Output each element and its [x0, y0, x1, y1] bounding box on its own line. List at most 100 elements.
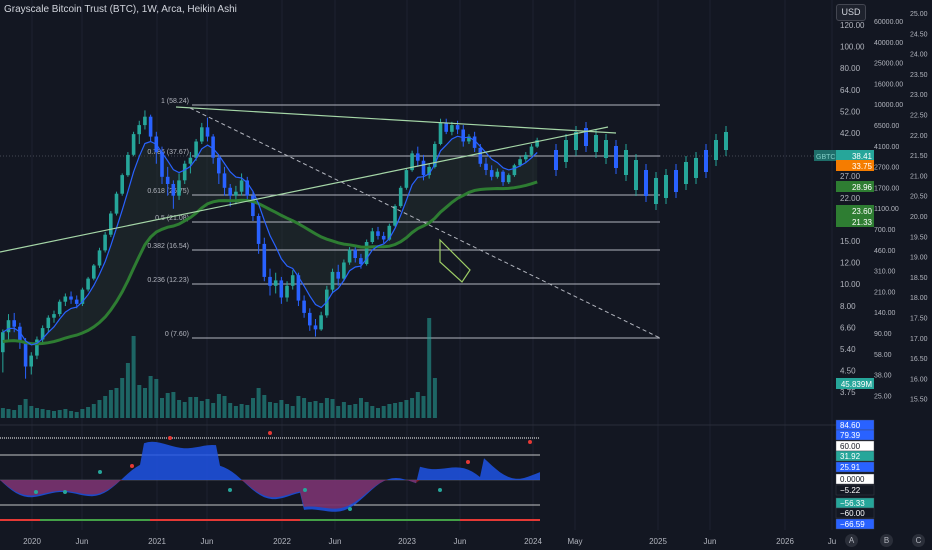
- candle-body: [370, 231, 375, 242]
- price-tick-secondary: 25000.00: [874, 61, 903, 68]
- candle-body: [63, 296, 68, 302]
- candle-body: [634, 160, 638, 190]
- osc-scale-tag: [835, 507, 875, 519]
- time-axis-label: 2021: [148, 537, 166, 546]
- volume-bar: [387, 404, 392, 418]
- price-tag: [836, 181, 874, 192]
- currency-button[interactable]: USD: [836, 4, 866, 21]
- osc-scale-value: −66.59: [840, 520, 865, 529]
- corner-button-a[interactable]: A: [845, 534, 858, 547]
- trendline-drawings[interactable]: [0, 106, 661, 339]
- candle-body: [714, 140, 718, 160]
- volume-bar: [307, 402, 312, 418]
- volume-bar: [69, 411, 74, 418]
- price-scale[interactable]: 120.00100.0080.0064.0052.0042.0034.0027.…: [814, 0, 932, 530]
- price-tick: 120.00: [840, 21, 865, 30]
- price-tick-tertiary: 17.00: [910, 336, 928, 343]
- candle-body: [421, 160, 426, 176]
- volume-bar: [52, 411, 56, 418]
- candle-body: [290, 275, 295, 286]
- candle-body: [211, 136, 215, 158]
- candle-body: [489, 170, 494, 177]
- fibonacci-retracement[interactable]: 1 (58.24)0.786 (37.67)0.618 (26.75)0.5 (…: [147, 98, 660, 339]
- candle-body: [143, 116, 147, 126]
- price-tick: 12.00: [840, 259, 861, 268]
- volume-bar: [205, 399, 210, 418]
- candle-body: [427, 166, 431, 176]
- volume-bar: [6, 409, 11, 418]
- volume-bar: [393, 403, 398, 418]
- volume-bar: [194, 397, 199, 418]
- volume-bar: [46, 410, 51, 418]
- candle-body: [12, 320, 16, 327]
- candle-body: [126, 154, 130, 176]
- candle-body: [674, 170, 678, 192]
- price-tag: [836, 205, 874, 216]
- fib-level-label: 0 (7.60): [165, 331, 189, 338]
- candle-body: [501, 171, 505, 183]
- volume-bar: [160, 398, 164, 418]
- candle-body: [302, 300, 306, 313]
- osc-scale-value: −5.22: [840, 486, 861, 495]
- fib-level-label: 0.786 (37.67): [147, 149, 189, 156]
- candle-body: [256, 216, 261, 244]
- candle-body: [1, 332, 5, 353]
- price-tag: [836, 378, 874, 389]
- volume-bar: [370, 406, 375, 418]
- candle-body: [495, 171, 500, 177]
- candle-body: [724, 132, 728, 150]
- osc-signal-dot: [63, 490, 67, 494]
- candle-body: [40, 328, 45, 340]
- candle-body: [330, 271, 335, 290]
- price-tick-tertiary: 24.50: [910, 31, 928, 38]
- candle-body: [404, 170, 409, 188]
- candle-body: [381, 235, 386, 240]
- volume-bar: [12, 410, 17, 418]
- candle-body: [74, 299, 79, 304]
- price-tick-secondary: 60000.00: [874, 19, 903, 26]
- corner-button-c[interactable]: C: [912, 534, 925, 547]
- candle-body: [86, 278, 90, 290]
- volume-bar: [23, 399, 28, 418]
- fib-level-label: 0.382 (16.54): [147, 243, 189, 250]
- candle-body: [694, 158, 698, 178]
- volume-bar: [421, 396, 426, 418]
- corner-button-b[interactable]: B: [880, 534, 893, 547]
- candle-body: [222, 173, 227, 188]
- oscillator-pane: [0, 431, 540, 521]
- price-tick-tertiary: 24.00: [910, 52, 928, 59]
- price-tag-value: 38.41: [852, 152, 873, 161]
- volume-bar: [154, 379, 159, 418]
- osc-scale-value: 79.39: [840, 431, 861, 440]
- volume-bar: [256, 388, 261, 418]
- volume-bar: [182, 402, 187, 418]
- candle-body: [506, 175, 511, 183]
- volume-bar: [313, 401, 318, 418]
- grid-lines: [0, 0, 840, 530]
- price-tick-secondary: 2700.00: [874, 165, 899, 172]
- candle-body: [18, 326, 22, 343]
- price-tag: [836, 160, 874, 171]
- candle-body: [624, 150, 628, 175]
- ma-line-blue: [2, 135, 538, 346]
- fib-level-label: 0.236 (12.23): [147, 277, 189, 284]
- candle-body: [313, 325, 318, 330]
- price-tick-tertiary: 22.50: [910, 113, 928, 120]
- price-tick: 8.00: [840, 302, 856, 311]
- price-tick-secondary: 40000.00: [874, 40, 903, 47]
- volume-bar: [148, 376, 153, 418]
- price-tick: 5.40: [840, 345, 856, 354]
- volume-bar: [398, 402, 403, 418]
- volume-bar: [137, 385, 142, 418]
- volume-bar: [245, 405, 250, 418]
- price-tick-tertiary: 21.00: [910, 173, 928, 180]
- chart-title: Grayscale Bitcoin Trust (BTC), 1W, Arca,…: [4, 4, 237, 15]
- volume-bar: [86, 407, 91, 418]
- candle-body: [6, 320, 11, 333]
- price-tick: 27.00: [840, 172, 861, 181]
- candle-body: [584, 128, 588, 146]
- volume-bar: [211, 403, 216, 418]
- volume-bar: [290, 406, 295, 418]
- time-axis[interactable]: 2020 Jun 2021 Jun 2022 Jun 2023 Jun 2024 May 2025 J…: [23, 537, 836, 546]
